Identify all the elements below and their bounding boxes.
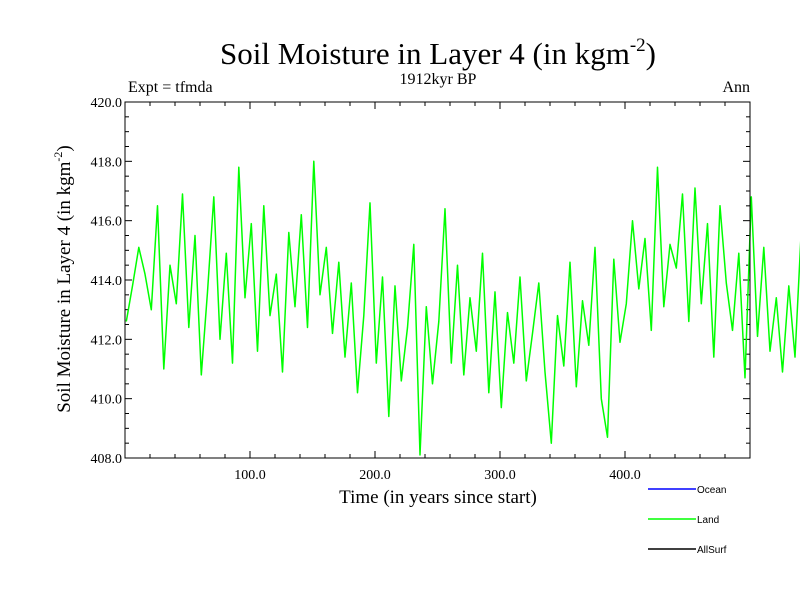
legend-label-allsurf: AllSurf xyxy=(697,545,727,556)
y-tick-label: 408.0 xyxy=(91,452,123,467)
x-tick-label: 100.0 xyxy=(234,468,266,483)
chart-subtitle: 1912kyr BP xyxy=(400,71,477,88)
x-tick-label: 300.0 xyxy=(484,468,516,483)
x-tick-label: 400.0 xyxy=(609,468,641,483)
legend-label-land: Land xyxy=(697,515,719,526)
y-tick-label: 420.0 xyxy=(91,96,123,111)
chart-title: Soil Moisture in Layer 4 (in kgm-2) xyxy=(220,35,656,71)
plot-frame xyxy=(124,101,751,459)
series-line-land xyxy=(125,160,800,456)
axis-ticks xyxy=(125,102,750,458)
y-tick-label: 418.0 xyxy=(91,155,123,170)
x-tick-label: 200.0 xyxy=(359,468,391,483)
y-tick-label: 416.0 xyxy=(91,215,123,230)
axis-tick-labels: 100.0 200.0 300.0 400.0 408.0 410.0 412.0 414.0… xyxy=(91,96,641,483)
y-axis-label: Soil Moisture in Layer 4 (in kgm-2) xyxy=(51,145,75,413)
period-label: Ann xyxy=(722,79,750,96)
experiment-label: Expt = tfmda xyxy=(128,79,213,96)
y-tick-label: 414.0 xyxy=(91,274,123,289)
legend: Ocean Land AllSurf xyxy=(648,485,727,556)
legend-label-ocean: Ocean xyxy=(697,485,726,496)
x-axis-label: Time (in years since start) xyxy=(339,487,537,508)
y-tick-label: 412.0 xyxy=(91,333,123,348)
y-tick-label: 410.0 xyxy=(91,393,123,408)
